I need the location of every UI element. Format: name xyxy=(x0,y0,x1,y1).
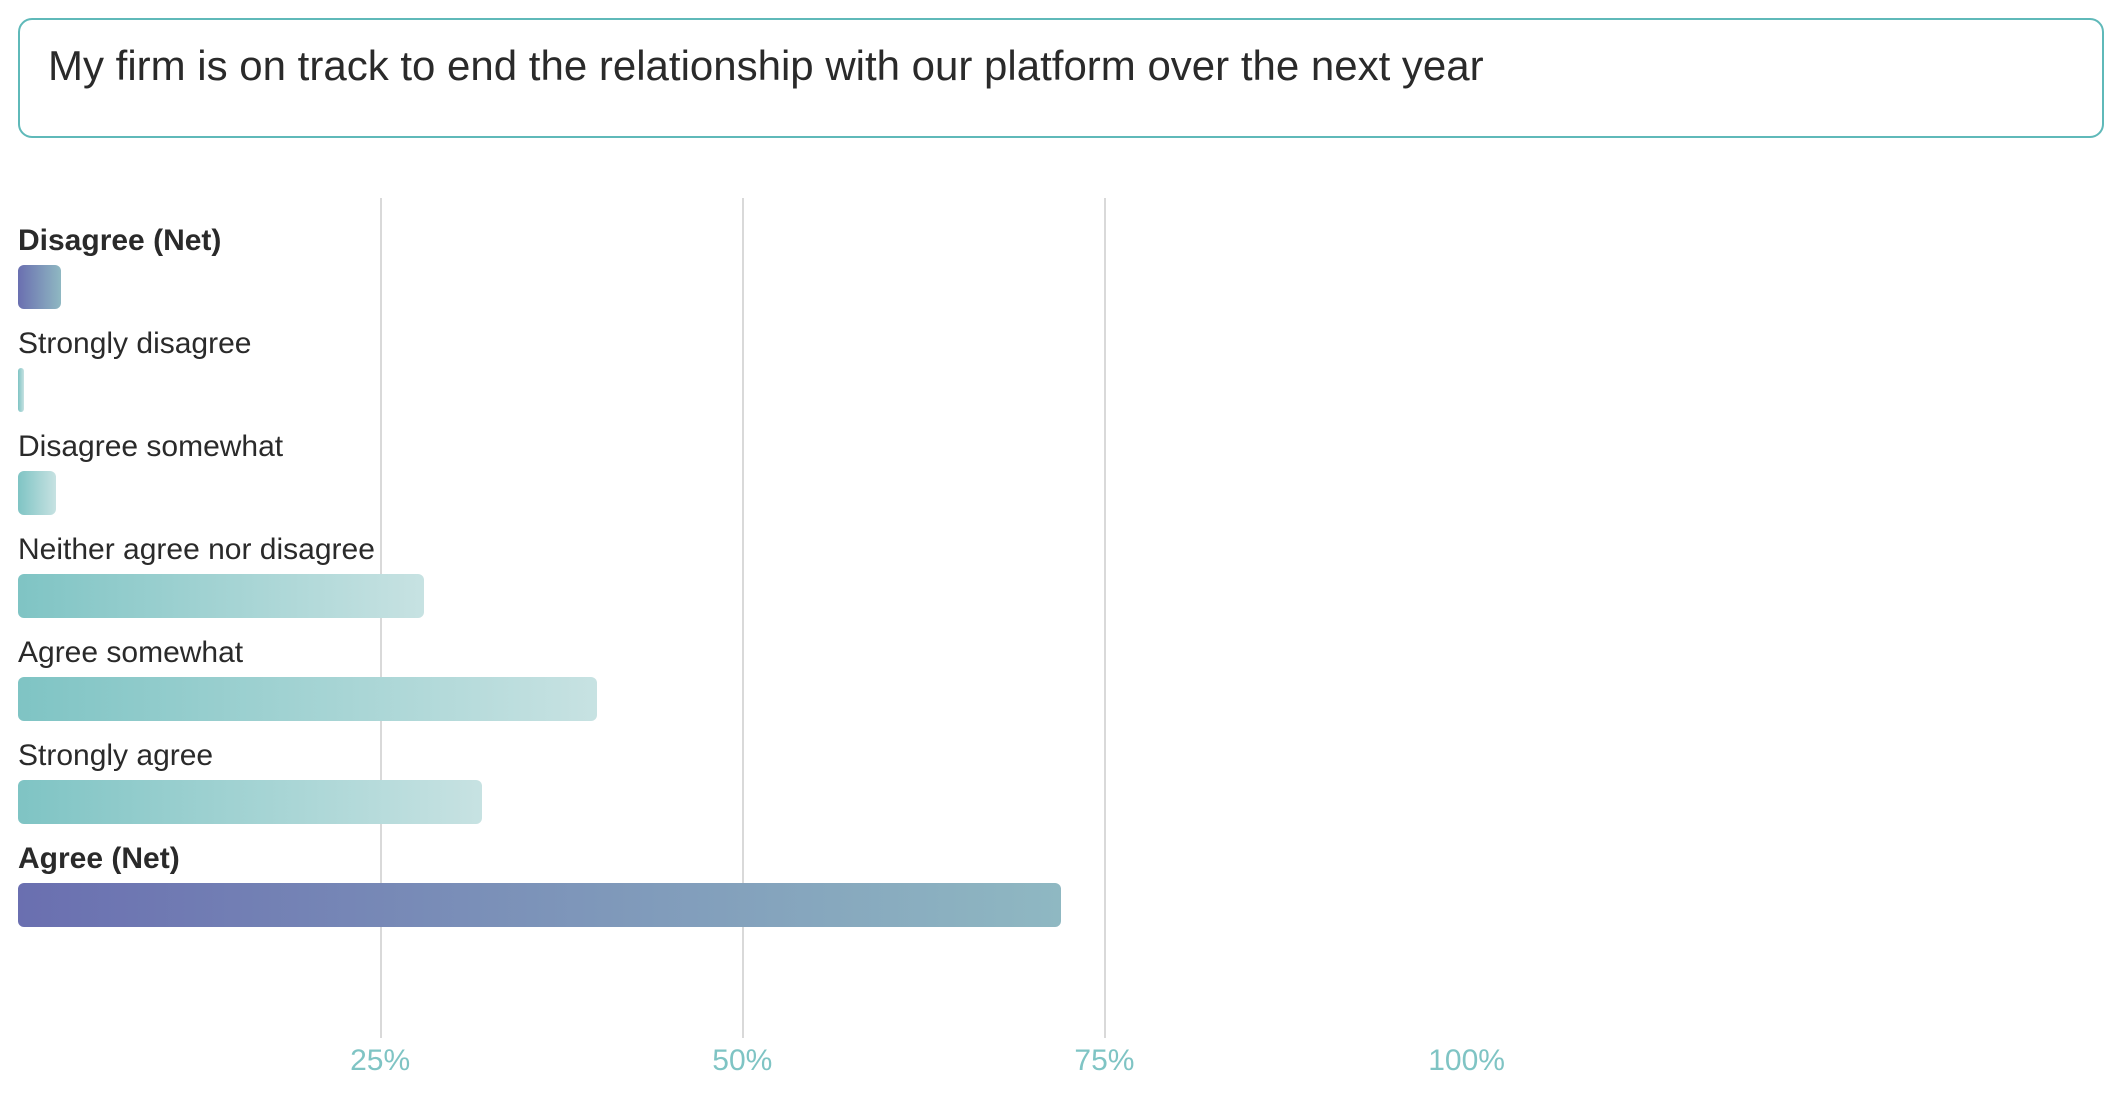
axis-tick-label: 25% xyxy=(350,1044,410,1078)
bar xyxy=(18,471,56,515)
axis-tick-label: 50% xyxy=(712,1044,772,1078)
bar xyxy=(18,677,597,721)
bar xyxy=(18,368,24,412)
bar-row: Neither agree nor disagree xyxy=(18,533,2104,618)
page: My firm is on track to end the relations… xyxy=(0,0,2122,1100)
bar-rows: Disagree (Net) Strongly disagree Disagree … xyxy=(18,224,2104,945)
bar-label: Strongly agree xyxy=(18,739,2104,772)
bar xyxy=(18,265,61,309)
bar xyxy=(18,780,482,824)
bar-row: Disagree somewhat xyxy=(18,430,2104,515)
bar xyxy=(18,574,424,618)
bar-label: Neither agree nor disagree xyxy=(18,533,2104,566)
bar xyxy=(18,883,1061,927)
bar-chart: 25% 50% 75% 100% Disagree (Net) Strongly dis… xyxy=(18,198,2104,1078)
bar-row: Strongly disagree xyxy=(18,327,2104,412)
bar-row: Agree somewhat xyxy=(18,636,2104,721)
bar-label: Agree somewhat xyxy=(18,636,2104,669)
bar-row: Disagree (Net) xyxy=(18,224,2104,309)
bar-label: Strongly disagree xyxy=(18,327,2104,360)
title-box: My firm is on track to end the relations… xyxy=(18,18,2104,138)
bar-row: Strongly agree xyxy=(18,739,2104,824)
axis-tick-label: 100% xyxy=(1428,1044,1505,1078)
axis-tick-label: 75% xyxy=(1074,1044,1134,1078)
chart-title: My firm is on track to end the relations… xyxy=(48,42,2074,90)
bar-label: Agree (Net) xyxy=(18,842,2104,875)
bar-label: Disagree (Net) xyxy=(18,224,2104,257)
bar-row: Agree (Net) xyxy=(18,842,2104,927)
bar-label: Disagree somewhat xyxy=(18,430,2104,463)
